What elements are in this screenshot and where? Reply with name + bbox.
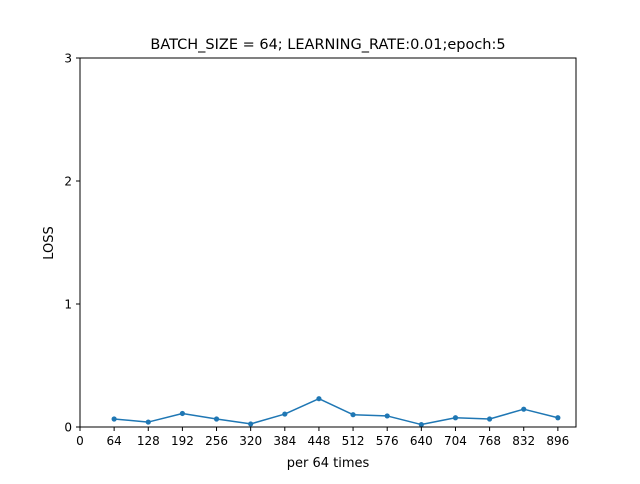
data-point [384,413,390,419]
y-tick-label: 0 [64,421,72,435]
data-point [282,411,288,417]
data-point [521,406,527,412]
x-tick-label: 128 [137,434,160,448]
series-layer [111,396,561,428]
series-line [114,397,559,426]
x-tick-label: 0 [76,434,84,448]
y-tick-label: 1 [64,298,72,312]
y-axis-ticks: 0 1 2 3 [64,52,80,435]
data-point [316,396,322,402]
y-axis-label: LOSS [42,226,57,260]
y-tick-label: 3 [64,52,72,66]
x-axis-ticks: 0 64 128 192 256 320 384 448 512 576 640 704 768 832 8… [76,427,569,448]
x-tick-label: 256 [205,434,228,448]
plot-frame [79,57,577,428]
data-point [213,416,220,422]
data-point [179,410,185,417]
data-point [452,415,459,421]
data-point [111,416,117,422]
chart-title: BATCH_SIZE = 64; LEARNING_RATE:0.01;epoc… [150,37,505,53]
x-tick-label: 640 [410,434,433,448]
data-point [145,419,151,425]
data-point [487,416,493,422]
x-tick-label: 704 [444,434,467,448]
x-tick-label: 832 [512,434,535,448]
y-tick-label: 2 [64,175,72,189]
x-tick-label: 320 [239,434,262,448]
x-tick-label: 192 [171,434,194,448]
x-tick-label: 768 [478,434,501,448]
x-axis-label: per 64 times [287,456,370,471]
data-point [350,412,356,418]
x-tick-label: 448 [307,434,330,448]
data-point [418,421,424,428]
x-tick-label: 512 [342,434,365,448]
data-point [248,421,254,427]
x-tick-label: 896 [546,434,569,448]
data-point [555,415,561,421]
x-tick-label: 384 [273,434,296,448]
x-tick-label: 64 [106,434,121,448]
x-tick-label: 576 [376,434,399,448]
